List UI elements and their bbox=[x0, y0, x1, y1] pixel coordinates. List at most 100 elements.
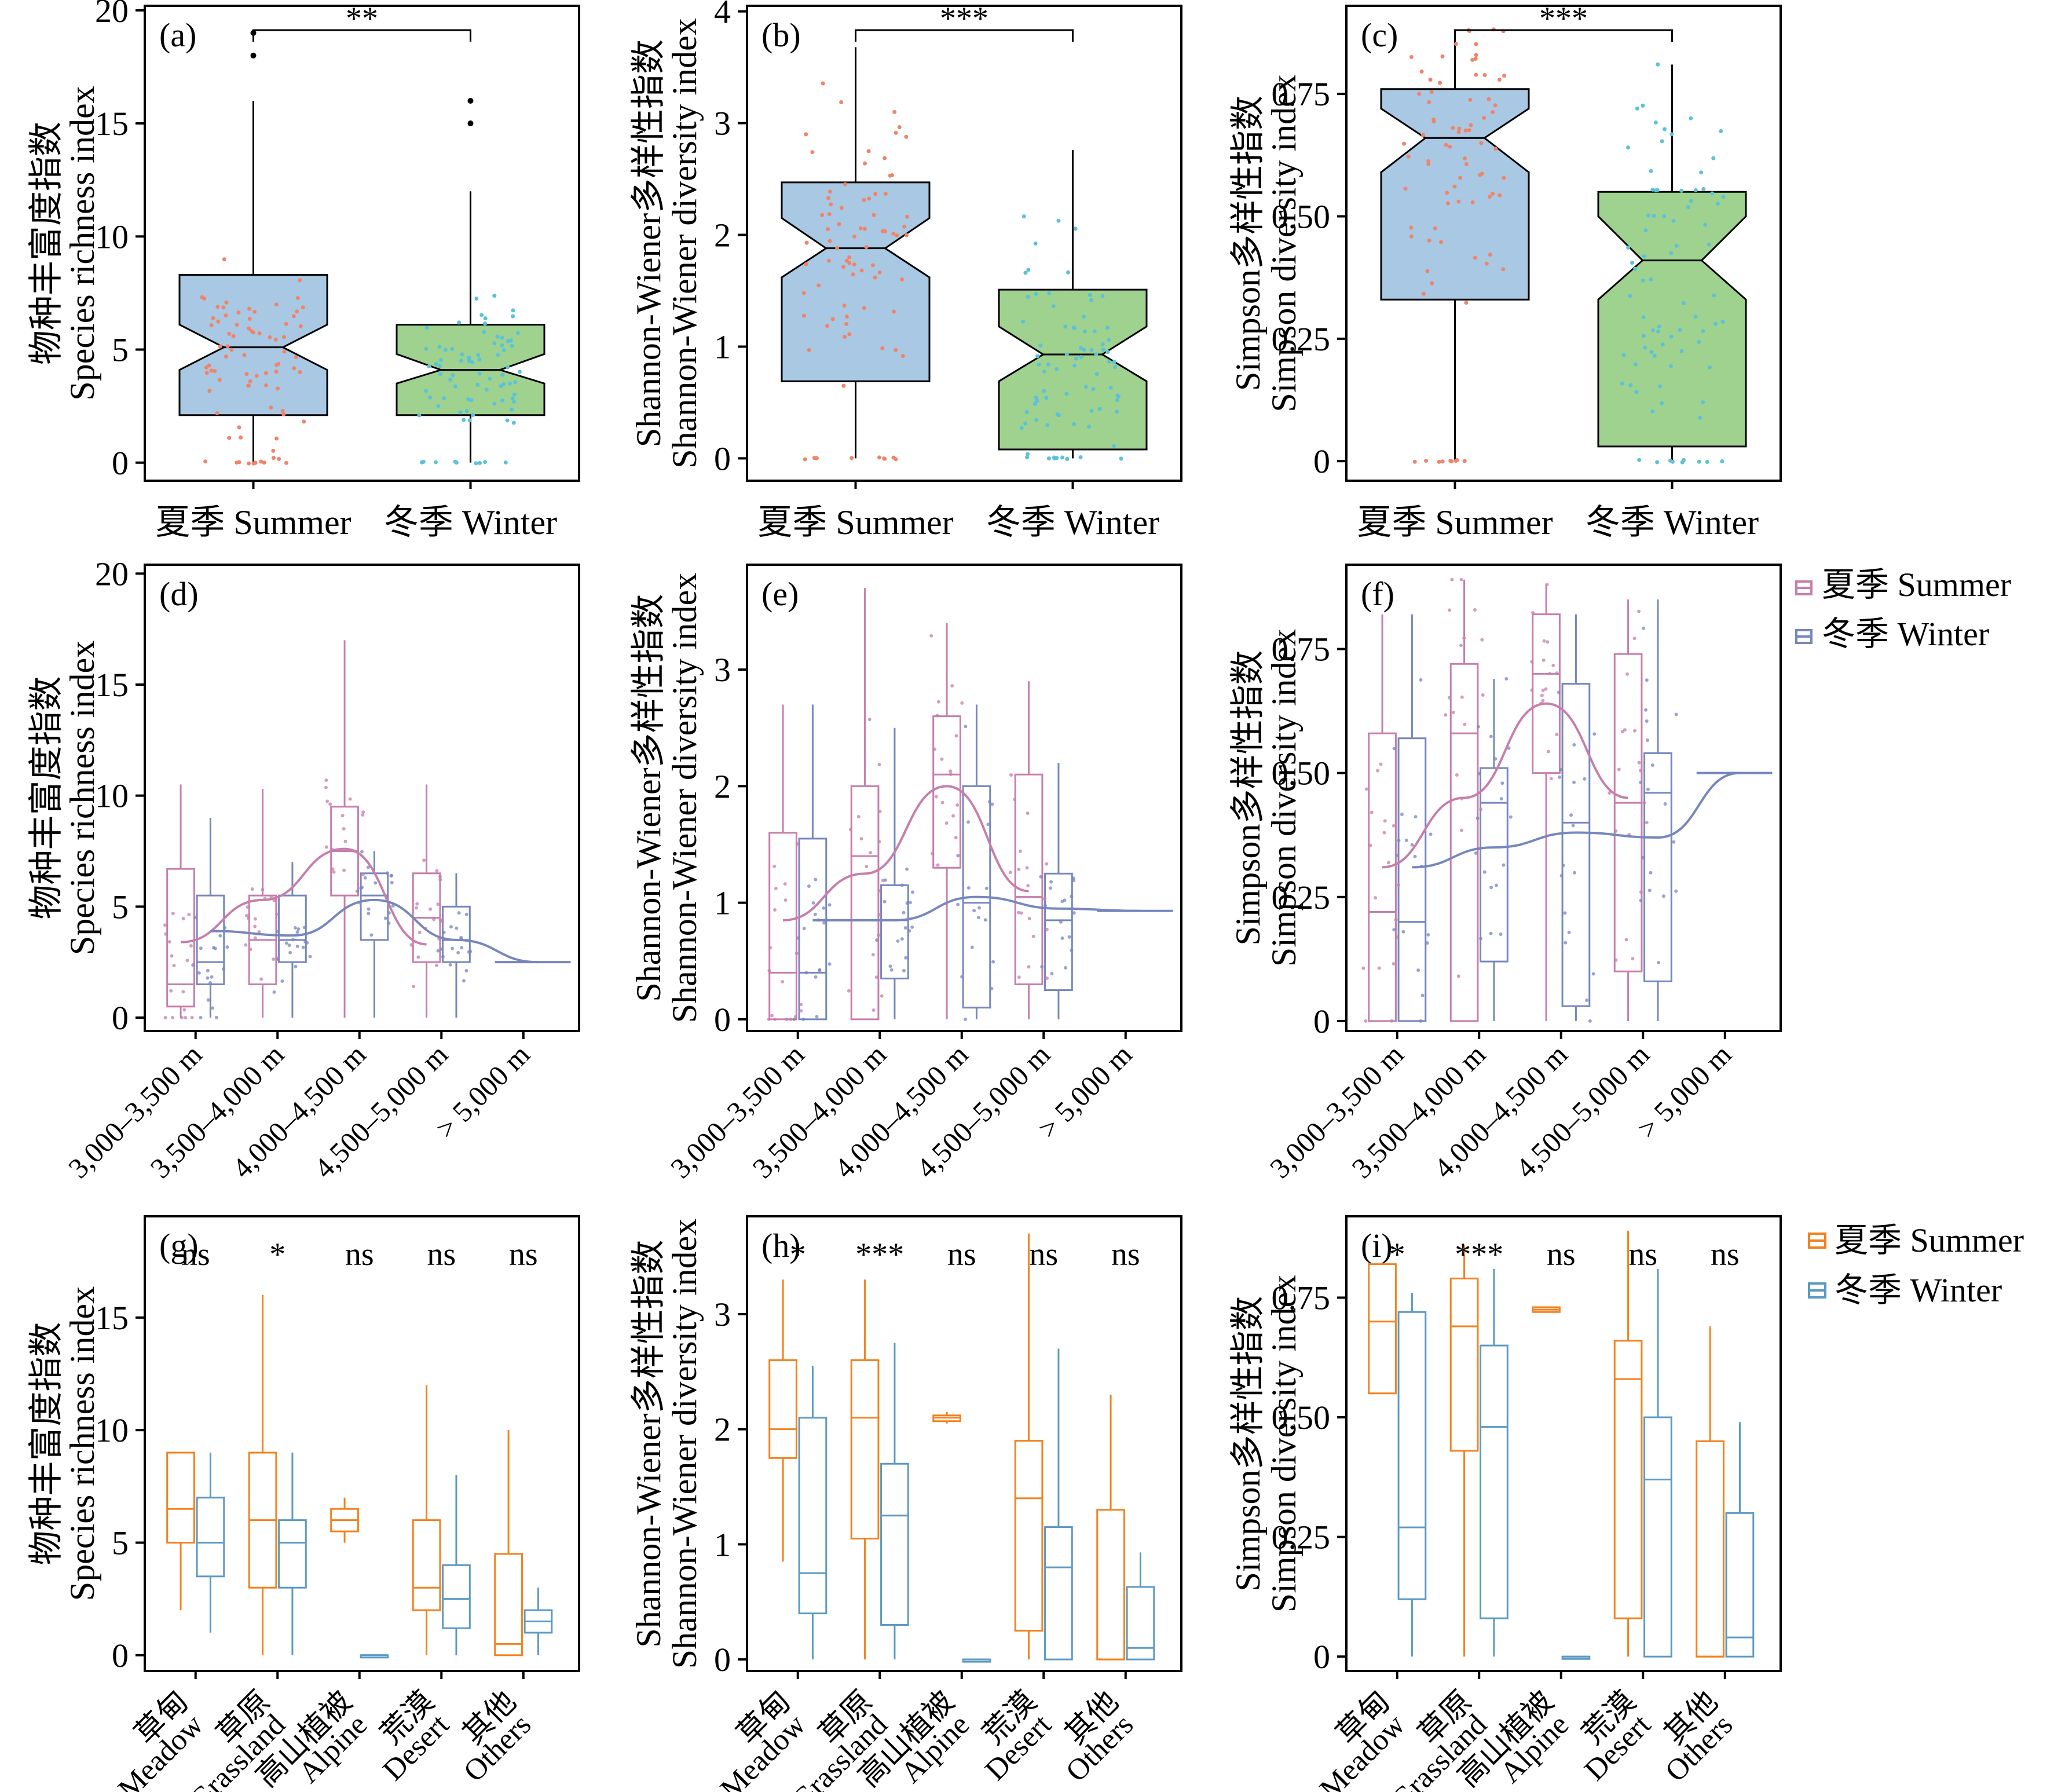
data-point bbox=[1482, 116, 1487, 120]
box bbox=[998, 149, 1148, 459]
data-point bbox=[804, 240, 809, 245]
data-point bbox=[1491, 110, 1495, 115]
data-point bbox=[1017, 975, 1021, 979]
data-point bbox=[363, 876, 367, 880]
box-body bbox=[880, 1462, 909, 1626]
data-point bbox=[1656, 62, 1660, 67]
data-point bbox=[1555, 671, 1559, 675]
data-point bbox=[891, 231, 896, 236]
data-point bbox=[436, 902, 440, 906]
box bbox=[278, 1453, 307, 1655]
data-point bbox=[222, 967, 226, 971]
data-point bbox=[984, 886, 988, 890]
data-point bbox=[435, 963, 439, 967]
data-point bbox=[1682, 458, 1686, 462]
data-point bbox=[244, 913, 248, 917]
data-point bbox=[275, 386, 280, 391]
data-point bbox=[976, 916, 980, 920]
box-body bbox=[850, 785, 880, 1021]
y-axis-label: 物种丰富度指数 bbox=[27, 122, 65, 365]
legend-winter-label: 冬季 Winter bbox=[1822, 615, 1989, 653]
data-point bbox=[298, 324, 303, 328]
box-body bbox=[1696, 1440, 1725, 1658]
data-point bbox=[1645, 821, 1649, 825]
data-point bbox=[1530, 660, 1534, 664]
data-point bbox=[1493, 103, 1498, 108]
data-point bbox=[1402, 141, 1407, 146]
box-body bbox=[1613, 653, 1643, 972]
data-point bbox=[1663, 802, 1667, 806]
data-point bbox=[280, 408, 285, 413]
data-point bbox=[1679, 188, 1684, 193]
y-axis-label: Shannon-Wiener diversity index bbox=[665, 18, 704, 468]
legend-summer-label: 夏季 Summer bbox=[1835, 1222, 2024, 1259]
data-point bbox=[209, 323, 214, 328]
data-point bbox=[274, 436, 279, 441]
data-point bbox=[1392, 747, 1396, 751]
data-point bbox=[1628, 294, 1632, 298]
data-point bbox=[1420, 993, 1425, 997]
data-point bbox=[844, 314, 849, 319]
data-point bbox=[367, 912, 371, 916]
data-point bbox=[1463, 128, 1468, 133]
data-point bbox=[905, 901, 909, 905]
data-point bbox=[850, 456, 854, 460]
box bbox=[1397, 1293, 1427, 1657]
data-point bbox=[246, 905, 250, 909]
data-point bbox=[167, 940, 171, 944]
box bbox=[1725, 1422, 1755, 1658]
data-point bbox=[1064, 352, 1069, 357]
data-point bbox=[770, 1014, 774, 1018]
significance-label: ns bbox=[1628, 1237, 1657, 1272]
data-point bbox=[1455, 773, 1459, 777]
data-point bbox=[1105, 326, 1110, 330]
box-body bbox=[768, 832, 797, 1021]
data-point bbox=[1567, 930, 1571, 934]
data-point bbox=[872, 1008, 876, 1012]
data-point bbox=[794, 951, 799, 955]
data-point bbox=[1559, 873, 1564, 877]
box-body bbox=[1597, 191, 1747, 448]
data-point bbox=[1551, 663, 1555, 667]
data-point bbox=[773, 1017, 777, 1021]
data-point bbox=[1025, 866, 1029, 870]
data-point bbox=[1074, 356, 1078, 361]
significance-label: ** bbox=[346, 1, 378, 36]
data-point bbox=[1013, 798, 1017, 802]
data-point bbox=[209, 368, 214, 373]
data-point bbox=[274, 302, 279, 307]
data-point bbox=[1572, 871, 1576, 875]
box bbox=[768, 1279, 797, 1562]
data-point bbox=[884, 878, 888, 882]
data-point bbox=[284, 941, 288, 945]
data-point bbox=[1647, 888, 1652, 893]
data-point bbox=[187, 913, 191, 917]
data-point bbox=[804, 971, 808, 975]
plot-frame bbox=[144, 564, 580, 1032]
data-point bbox=[821, 81, 825, 86]
data-point bbox=[1042, 389, 1046, 393]
data-point bbox=[512, 392, 517, 397]
data-point bbox=[1409, 234, 1414, 239]
data-point bbox=[954, 836, 958, 840]
data-point bbox=[1643, 228, 1648, 233]
data-point bbox=[1643, 345, 1647, 350]
data-point bbox=[841, 265, 846, 269]
data-point bbox=[796, 936, 800, 940]
significance-bracket bbox=[1454, 29, 1673, 42]
data-point bbox=[1456, 199, 1461, 204]
y-tick-label: 0.25 bbox=[1272, 879, 1331, 916]
data-point bbox=[1637, 458, 1642, 462]
box bbox=[880, 727, 909, 1019]
box-body bbox=[412, 1519, 441, 1611]
data-point bbox=[1474, 42, 1478, 46]
data-point bbox=[1637, 760, 1641, 765]
data-point bbox=[369, 933, 374, 937]
data-point bbox=[224, 300, 229, 305]
y-axis-label: Simpson多样性指数 bbox=[1229, 96, 1267, 391]
data-point bbox=[264, 383, 269, 387]
data-point bbox=[1705, 459, 1709, 464]
data-point bbox=[877, 270, 882, 275]
data-point bbox=[1412, 459, 1417, 464]
data-point bbox=[448, 963, 452, 967]
